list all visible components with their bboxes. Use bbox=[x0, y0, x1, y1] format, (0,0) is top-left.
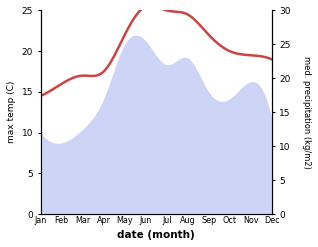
X-axis label: date (month): date (month) bbox=[117, 230, 195, 240]
Y-axis label: max temp (C): max temp (C) bbox=[7, 81, 16, 144]
Y-axis label: med. precipitation (kg/m2): med. precipitation (kg/m2) bbox=[302, 56, 311, 169]
